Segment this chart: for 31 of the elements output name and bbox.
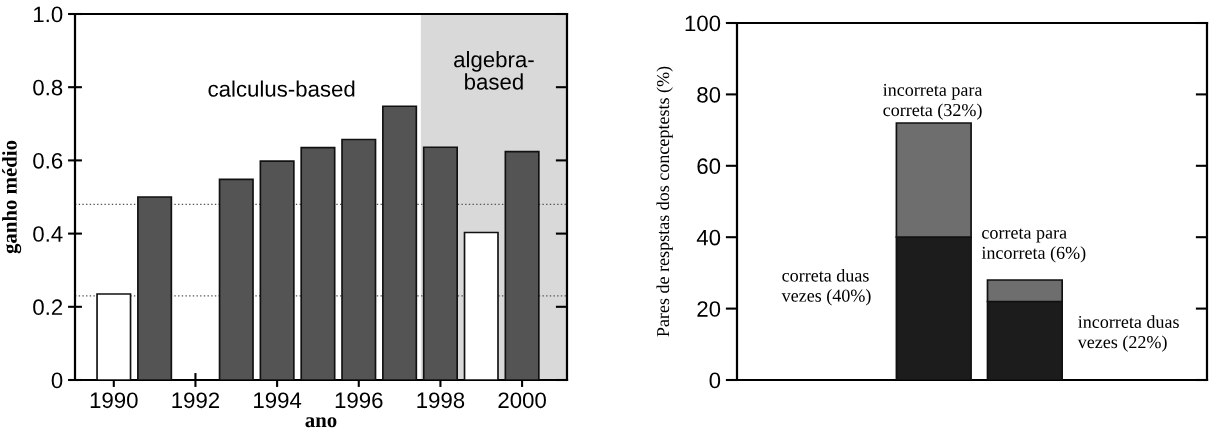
- annotation: incorreta para correta (32%): [883, 83, 983, 120]
- y-tick-label: 0.8: [33, 79, 63, 96]
- bar: [463, 231, 499, 380]
- y-tick-label: 0: [51, 372, 63, 389]
- y-tick-label: 60: [697, 158, 721, 175]
- y-axis-title: Pares de respstas dos conceptests (%): [656, 66, 673, 337]
- x-tick-label: 1992: [172, 392, 220, 409]
- x-axis-title: ano: [305, 417, 337, 428]
- bar: [96, 293, 132, 380]
- band-label: algebra- based: [454, 51, 534, 90]
- y-tick-label: 1.0: [34, 6, 63, 23]
- annotation: correta duas vezes (40%): [781, 268, 871, 306]
- bar: [137, 196, 173, 380]
- x-tick-label: 1990: [90, 392, 138, 409]
- x-tick-label: 1994: [254, 392, 302, 409]
- y-tick-label: 0: [709, 372, 721, 389]
- annotation: incorreta duas vezes (22%): [1077, 315, 1179, 352]
- y-tick-label: 80: [697, 86, 721, 103]
- y-tick-label: 100: [685, 15, 721, 32]
- annotation: correta para incorreta (6%): [981, 228, 1086, 263]
- x-tick-label: 1998: [417, 392, 465, 409]
- y-tick-label: 0.4: [33, 226, 63, 242]
- x-tick-label: 1996: [335, 392, 383, 409]
- y-tick-label: 0.2: [33, 299, 63, 316]
- x-tick-label: 2000: [498, 392, 546, 409]
- y-axis-title: ganho médio: [2, 140, 22, 254]
- y-tick-label: 20: [697, 301, 721, 317]
- bar: [504, 150, 540, 380]
- y-tick-label: 0.6: [33, 152, 63, 169]
- annotation: calculus-based: [208, 80, 355, 97]
- y-tick-label: 40: [696, 229, 721, 246]
